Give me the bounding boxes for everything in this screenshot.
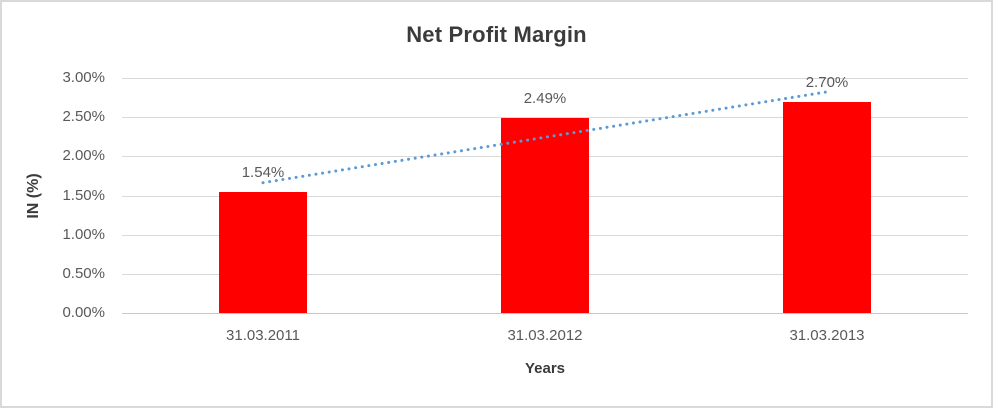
y-tick-label: 0.50% [62,264,105,282]
bar-31.03.2013 [783,101,871,313]
data-label: 2.49% [523,89,567,107]
trendline-path [261,90,829,185]
x-tick-label: 31.03.2012 [507,327,583,344]
bar-31.03.2011 [219,192,307,313]
x-axis-title: Years [524,360,566,377]
data-label: 2.70% [805,73,849,91]
data-label: 1.54% [241,164,285,182]
y-tick-label: 2.00% [62,147,105,165]
x-axis-line [122,313,968,314]
y-tick-label: 1.00% [62,225,105,243]
y-tick-label: 3.00% [62,69,105,86]
y-tick-label: 1.50% [62,186,105,204]
y-tick-label: 2.50% [62,108,105,126]
gridline [122,117,968,119]
chart-title: Net Profit Margin [406,22,587,47]
trendline [261,90,829,185]
bar-31.03.2012 [501,117,589,313]
y-tick-label: 0.00% [62,304,105,321]
x-tick-label: 31.03.2011 [226,327,300,344]
x-tick-label: 31.03.2013 [789,327,865,344]
gridline [122,78,968,79]
